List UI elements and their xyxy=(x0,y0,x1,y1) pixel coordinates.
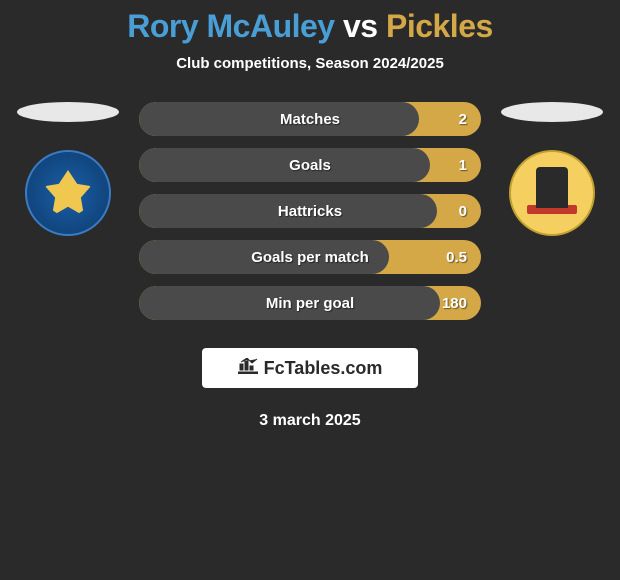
stat-value: 0.5 xyxy=(446,249,467,266)
team1-badge xyxy=(25,150,111,236)
subtitle: Club competitions, Season 2024/2025 xyxy=(0,55,620,72)
stat-value: 1 xyxy=(459,157,467,174)
stat-label: Matches xyxy=(139,111,481,128)
stat-label: Goals xyxy=(139,157,481,174)
chart-icon xyxy=(238,358,258,379)
right-side xyxy=(501,102,603,236)
stat-label: Goals per match xyxy=(139,249,481,266)
stat-row: Goals1 xyxy=(139,148,481,182)
player2-ellipse xyxy=(501,102,603,122)
page-title: Rory McAuley vs Pickles xyxy=(0,8,620,45)
stat-row: Hattricks0 xyxy=(139,194,481,228)
stat-value: 180 xyxy=(442,295,467,312)
player1-name: Rory McAuley xyxy=(127,8,334,44)
stats-panel: Matches2Goals1Hattricks0Goals per match0… xyxy=(139,102,481,320)
stat-row: Matches2 xyxy=(139,102,481,136)
team2-badge xyxy=(509,150,595,236)
stat-label: Hattricks xyxy=(139,203,481,220)
player2-name: Pickles xyxy=(386,8,493,44)
stat-row: Min per goal180 xyxy=(139,286,481,320)
logo-text: FcTables.com xyxy=(264,358,383,379)
stat-value: 2 xyxy=(459,111,467,128)
logo-box[interactable]: FcTables.com xyxy=(202,348,418,388)
left-side xyxy=(17,102,119,236)
header: Rory McAuley vs Pickles Club competition… xyxy=(0,0,620,72)
stat-value: 0 xyxy=(459,203,467,220)
player1-ellipse xyxy=(17,102,119,122)
stat-row: Goals per match0.5 xyxy=(139,240,481,274)
vs-text: vs xyxy=(343,8,378,44)
main-container: Matches2Goals1Hattricks0Goals per match0… xyxy=(0,102,620,320)
stat-label: Min per goal xyxy=(139,295,481,312)
date-text: 3 march 2025 xyxy=(0,412,620,430)
